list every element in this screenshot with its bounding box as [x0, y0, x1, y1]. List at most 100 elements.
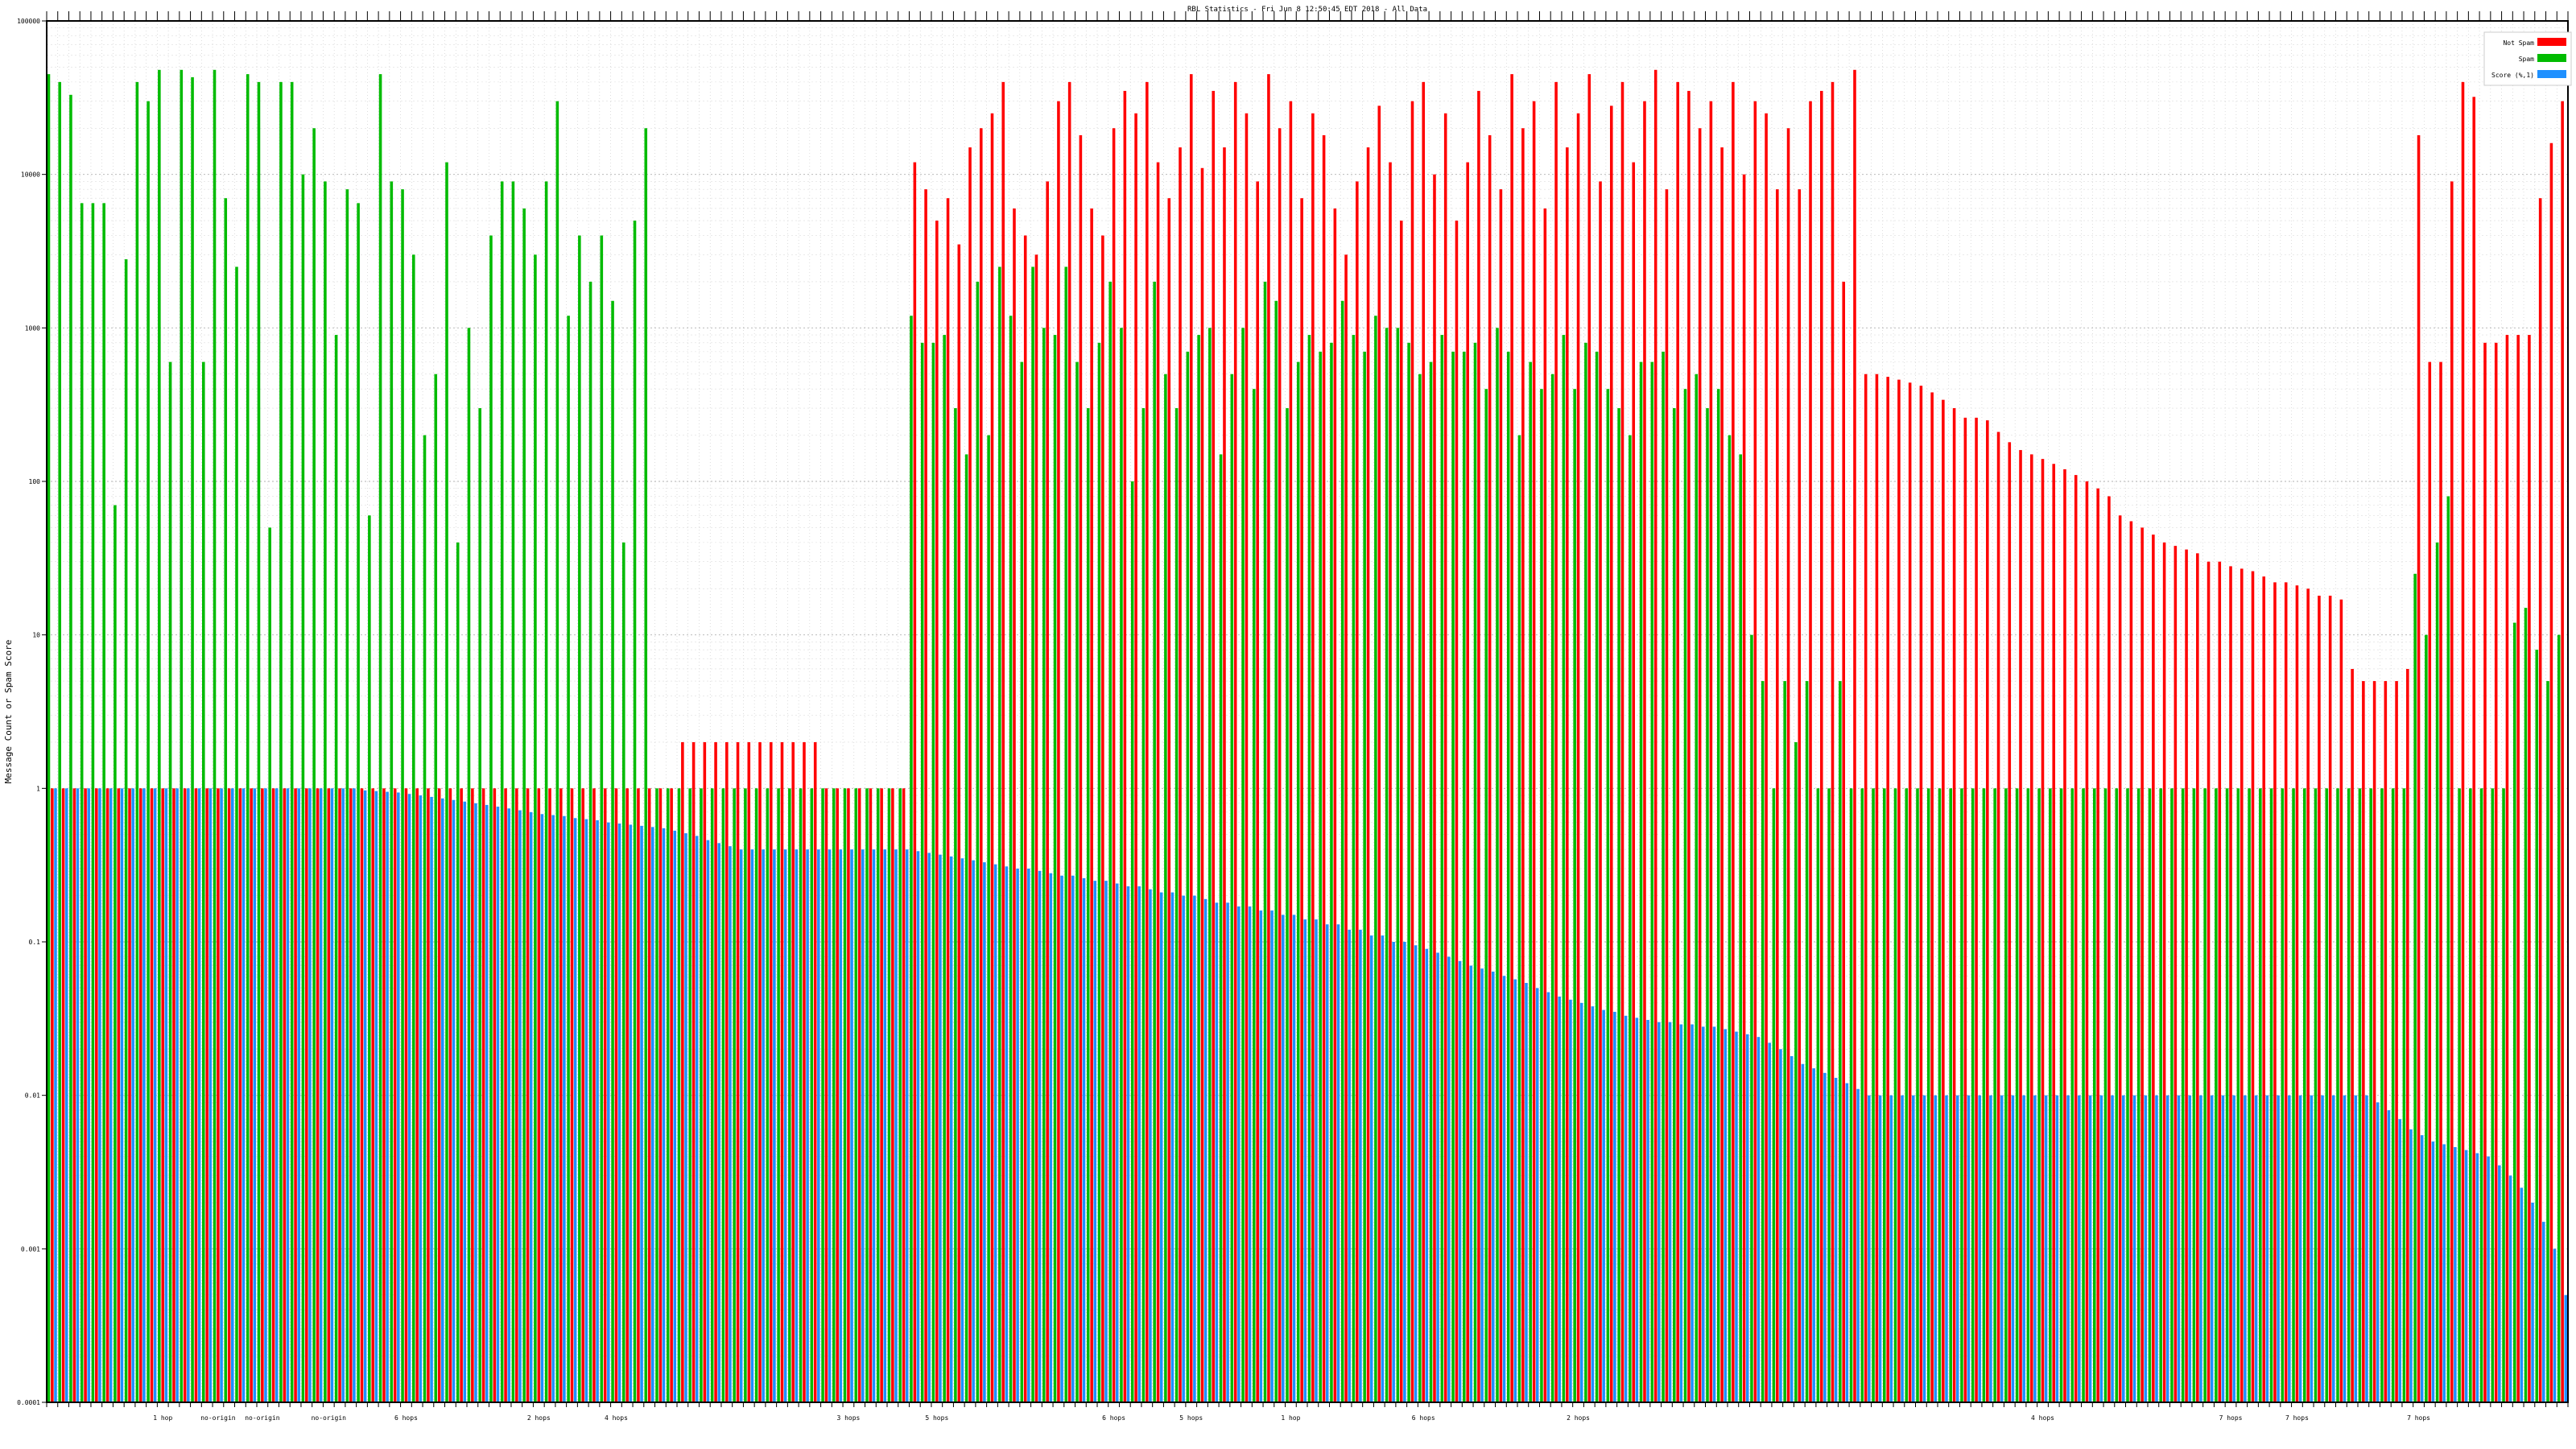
bar-spam [180, 69, 184, 1402]
bar-spam [1938, 788, 1942, 1402]
bar-spam [1716, 389, 1720, 1403]
x-annotation-label: 7 hops [2219, 1414, 2243, 1422]
y-tick-label: 0.0001 [17, 1399, 40, 1406]
bar-score [1602, 1009, 1605, 1402]
x-annotation-label: 7 hops [2285, 1414, 2309, 1422]
bar-spam [1650, 361, 1654, 1402]
bar-not-spam [1986, 420, 1989, 1402]
bar-not-spam [1101, 235, 1104, 1402]
bar-spam [567, 316, 570, 1402]
bar-spam [91, 203, 95, 1403]
bar-spam [1816, 788, 1820, 1402]
bar-spam [2513, 622, 2516, 1402]
bar-score [1724, 1029, 1728, 1402]
bar-spam [1174, 408, 1179, 1402]
bar-spam [2425, 634, 2428, 1402]
bar-score [264, 788, 267, 1402]
legend: Not Spam Spam Score (%,1) [2483, 31, 2572, 86]
bar-score [87, 788, 90, 1402]
x-annotations: 1 hop no-origin no-origin no-origin 6 hops 2 … [153, 1414, 2430, 1422]
bar-not-spam [1952, 408, 1956, 1402]
bar-score [2475, 1153, 2479, 1402]
bar-not-spam [2538, 198, 2542, 1403]
bar-not-spam [1809, 101, 1812, 1403]
bar-spam [58, 81, 61, 1403]
bar-score [1182, 895, 1185, 1402]
bar-spam [1418, 374, 1422, 1403]
bar-spam [700, 788, 703, 1402]
bar-score [2165, 1095, 2169, 1402]
bar-score [363, 790, 367, 1402]
bar-not-spam [105, 788, 109, 1402]
bar-not-spam [250, 788, 253, 1402]
bar-not-spam [1300, 198, 1303, 1403]
bar-score [1911, 1095, 1915, 1402]
y-tick-label: 100 [29, 478, 41, 485]
bar-spam [1916, 788, 1919, 1402]
bar-spam [1496, 328, 1499, 1403]
bar-score [2265, 1095, 2269, 1402]
bar-spam [1805, 681, 1809, 1402]
bar-score [1646, 1019, 1649, 1402]
bar-score [54, 788, 57, 1402]
bar-not-spam [2240, 568, 2244, 1403]
bar-not-spam [349, 788, 353, 1402]
bar-spam [920, 342, 924, 1402]
bar-score [1259, 910, 1263, 1402]
bar-spam [1031, 266, 1034, 1403]
bar-spam [931, 342, 935, 1402]
bar-spam [2269, 788, 2273, 1402]
bar-spam [158, 69, 161, 1402]
bar-score [2022, 1095, 2025, 1402]
bar-not-spam [2218, 561, 2222, 1403]
bar-score [1126, 886, 1130, 1402]
bar-spam [1893, 788, 1897, 1402]
bar-not-spam [271, 788, 275, 1402]
bar-spam [887, 788, 891, 1402]
bar-not-spam [902, 788, 906, 1402]
bar-not-spam [1653, 69, 1657, 1402]
bar-spam [357, 203, 360, 1403]
bar-not-spam [1853, 69, 1856, 1402]
legend-label: Spam [2519, 56, 2534, 63]
bar-not-spam [1167, 198, 1171, 1403]
y-tick-label: 1000 [25, 324, 40, 332]
bar-not-spam [294, 788, 297, 1402]
bar-spam [1219, 454, 1223, 1403]
bar-not-spam [1356, 181, 1359, 1402]
bar-spam [301, 174, 305, 1402]
bar-not-spam [1200, 167, 1204, 1402]
bar-spam [2225, 788, 2229, 1402]
bar-score [2254, 1095, 2258, 1402]
bar-spam [1053, 335, 1057, 1402]
bar-not-spam [1908, 382, 1912, 1402]
bar-not-spam [592, 788, 596, 1402]
bar-score [706, 840, 710, 1402]
bar-spam [312, 128, 316, 1402]
bar-not-spam [725, 741, 729, 1402]
bar-not-spam [1566, 147, 1569, 1403]
bar-spam [2402, 788, 2406, 1402]
bar-score [1579, 1002, 1583, 1402]
bar-not-spam [691, 741, 696, 1402]
bar-score [1159, 892, 1163, 1402]
bar-not-spam [2339, 599, 2343, 1402]
bar-not-spam [1643, 101, 1646, 1403]
bar-not-spam [61, 788, 65, 1402]
bar-not-spam [1034, 254, 1038, 1402]
bar-score [2487, 1156, 2490, 1402]
bar-not-spam [1156, 162, 1160, 1402]
bar-spam [2303, 788, 2306, 1402]
bar-spam [1108, 281, 1112, 1403]
bar-score [2055, 1095, 2059, 1402]
bar-score [397, 792, 400, 1402]
bar-score [773, 849, 776, 1402]
bar-spam [2181, 788, 2185, 1402]
bar-not-spam [1023, 235, 1027, 1402]
bar-spam [600, 235, 604, 1402]
bar-spam [191, 76, 194, 1402]
bar-not-spam [1676, 81, 1679, 1403]
bar-score [795, 849, 799, 1402]
bar-not-spam [780, 741, 784, 1402]
bar-score [1315, 919, 1318, 1402]
